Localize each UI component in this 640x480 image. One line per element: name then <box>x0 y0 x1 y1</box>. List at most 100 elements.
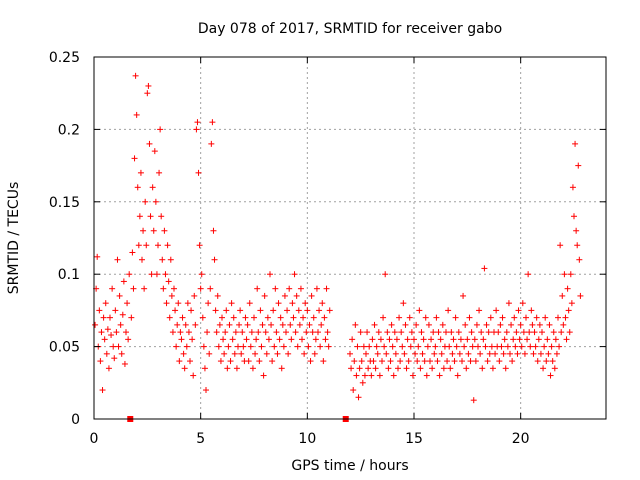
data-point <box>222 329 229 336</box>
data-point <box>480 336 487 343</box>
data-point <box>564 285 571 292</box>
y-tick-label: 0.2 <box>58 122 80 138</box>
data-point <box>289 300 296 307</box>
data-point <box>284 307 291 314</box>
data-point <box>443 329 449 336</box>
data-point <box>200 343 207 350</box>
data-point <box>239 329 246 336</box>
data-point <box>123 329 129 336</box>
x-tick-label: 0 <box>90 431 99 447</box>
x-tick-label: 20 <box>512 431 530 447</box>
data-point <box>166 314 173 321</box>
data-point <box>489 365 496 372</box>
data-point <box>195 169 202 176</box>
data-point <box>508 321 515 328</box>
data-point <box>130 285 137 292</box>
data-point <box>388 321 395 328</box>
data-point <box>455 329 462 336</box>
data-point <box>516 336 523 343</box>
data-point <box>120 278 127 285</box>
data-point <box>142 198 149 205</box>
data-point <box>369 336 376 343</box>
data-point <box>429 365 436 372</box>
data-point <box>351 358 358 365</box>
data-point <box>374 350 381 357</box>
data-point <box>565 307 572 314</box>
data-point <box>553 350 560 357</box>
data-point <box>488 343 495 350</box>
data-point <box>192 321 199 328</box>
data-point <box>546 321 553 328</box>
data-point <box>454 372 461 379</box>
tick-labels: 0 5 10 15 20 0 0.05 0.1 0.15 0.2 0.25 <box>49 50 530 447</box>
data-point <box>382 271 389 278</box>
data-point <box>225 343 232 350</box>
data-point <box>304 307 311 314</box>
data-point <box>413 321 420 328</box>
data-point <box>425 321 432 328</box>
data-point <box>475 343 481 350</box>
data-point <box>276 336 283 343</box>
data-point <box>472 358 479 365</box>
data-point <box>495 329 502 336</box>
data-point <box>157 126 164 133</box>
data-point <box>547 372 554 379</box>
data-point <box>108 332 115 339</box>
data-point <box>223 307 230 314</box>
data-point <box>504 343 511 350</box>
data-point <box>280 343 287 350</box>
data-point <box>496 358 503 365</box>
data-point <box>438 350 445 357</box>
data-point <box>156 169 163 176</box>
data-point <box>255 329 262 336</box>
data-point <box>399 343 406 350</box>
data-point <box>530 350 537 357</box>
data-point <box>520 329 527 336</box>
data-point <box>286 285 293 292</box>
data-point <box>152 198 159 205</box>
data-point <box>296 321 303 328</box>
data-point <box>430 329 437 336</box>
data-point <box>253 336 260 343</box>
data-point <box>548 343 555 350</box>
data-point <box>537 350 544 357</box>
data-point <box>278 365 285 372</box>
data-point <box>411 336 417 343</box>
data-point <box>526 329 533 336</box>
y-tick-label: 0.1 <box>58 267 80 283</box>
data-point <box>559 292 566 299</box>
data-point <box>191 292 198 299</box>
data-point <box>514 350 521 357</box>
scatter-series <box>92 72 584 404</box>
data-point <box>105 365 112 372</box>
data-point <box>215 343 222 350</box>
data-point <box>457 336 464 343</box>
data-point <box>245 358 252 365</box>
data-point <box>199 314 206 321</box>
data-point <box>445 307 452 314</box>
data-point <box>176 358 183 365</box>
data-point <box>545 350 552 357</box>
data-point <box>246 300 253 307</box>
data-point <box>175 300 182 307</box>
data-point <box>536 321 543 328</box>
data-point <box>385 365 392 372</box>
data-point <box>451 358 458 365</box>
data-point <box>325 343 332 350</box>
data-point <box>172 307 179 314</box>
data-point <box>188 307 195 314</box>
data-point <box>511 314 518 321</box>
data-point <box>237 307 244 314</box>
data-point <box>566 329 573 336</box>
data-point <box>386 336 393 343</box>
data-point <box>126 271 133 278</box>
data-point <box>208 140 215 147</box>
data-point <box>576 256 583 263</box>
data-point <box>414 358 421 365</box>
y-axis-label: SRMTID / TECUs <box>6 182 22 295</box>
data-point <box>575 162 582 169</box>
data-point <box>288 336 295 343</box>
data-point <box>551 365 558 372</box>
data-point <box>144 90 151 97</box>
data-point <box>293 292 300 299</box>
